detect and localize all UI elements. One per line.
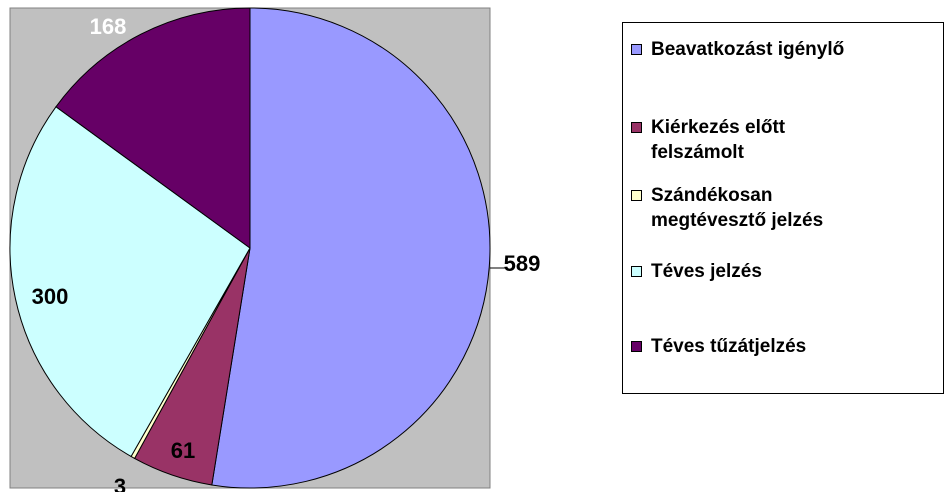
legend-swatch [631,122,642,133]
pie-slice [211,7,491,489]
pie-slice [9,106,251,458]
pie-slice [55,7,251,249]
data-label: 589 [504,251,541,276]
legend-swatch [631,266,642,277]
legend-label: Téves jelzés [651,261,762,282]
legend-swatch [631,44,642,55]
data-label: 168 [90,14,127,39]
legend-label: Beavatkozást igénylő [651,39,845,60]
data-label: 300 [32,284,69,309]
legend-swatch [631,341,642,352]
legend-label: Szándékosan megtévesztő jelzés [651,185,824,231]
legend: Beavatkozást igénylő Kiérkezés előtt fels… [622,22,944,394]
legend-label: Téves tűzátjelzés [651,336,807,357]
legend-swatch [631,190,642,201]
legend-label: Kiérkezés előtt felszámolt [651,117,786,163]
data-label: 3 [114,474,126,492]
data-label: 61 [171,438,195,463]
